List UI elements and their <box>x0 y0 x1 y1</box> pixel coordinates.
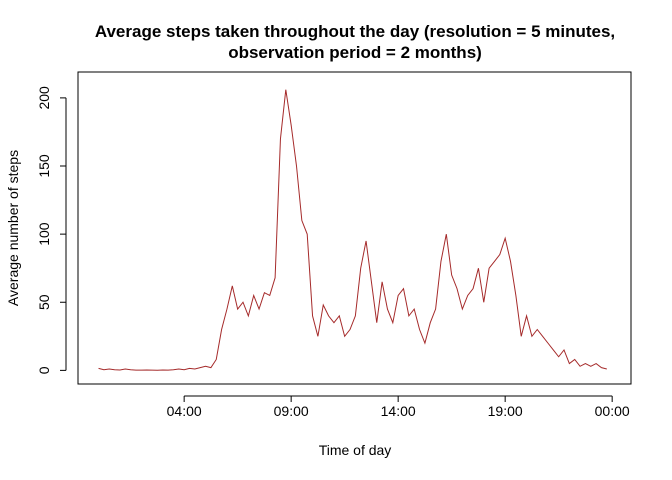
data-line <box>98 89 607 371</box>
y-axis-label: Average number of steps <box>5 150 21 306</box>
x-tick-label: 00:00 <box>595 403 630 419</box>
x-axis-label: Time of day <box>319 442 392 458</box>
plot-box <box>77 71 632 385</box>
chart-title: Average steps taken throughout the day (… <box>95 22 615 41</box>
y-tick-label: 0 <box>36 366 52 374</box>
x-tick-label: 14:00 <box>381 403 416 419</box>
y-tick-label: 150 <box>36 154 52 178</box>
x-tick-label: 19:00 <box>488 403 523 419</box>
y-tick-label: 100 <box>36 222 52 246</box>
x-tick-label: 09:00 <box>274 403 309 419</box>
y-tick-label: 50 <box>36 294 52 310</box>
chart-title: observation period = 2 months) <box>228 43 482 62</box>
y-tick-label: 200 <box>36 86 52 110</box>
x-tick-label: 04:00 <box>167 403 202 419</box>
